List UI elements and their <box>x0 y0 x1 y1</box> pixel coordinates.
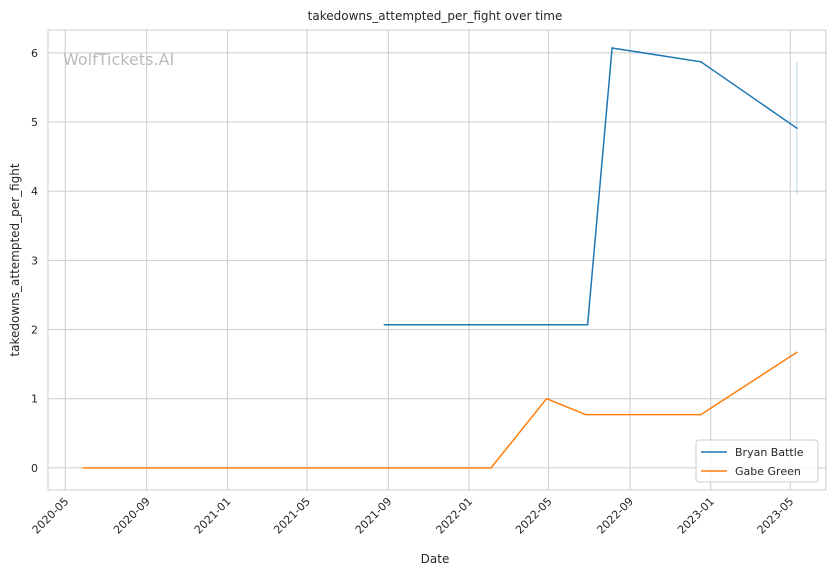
x-axis-label: Date <box>421 552 450 566</box>
x-tick-label: 2022-09 <box>594 495 636 537</box>
x-tick-label: 2022-05 <box>513 495 555 537</box>
x-tick-label: 2020-09 <box>111 495 153 537</box>
data-point-bryan-battle <box>611 47 613 49</box>
y-tick-label: 4 <box>31 185 38 198</box>
y-tick-label: 0 <box>31 462 38 475</box>
legend-label-bryan-battle: Bryan Battle <box>735 446 804 459</box>
data-point-gabe-green <box>490 467 492 469</box>
data-point-bryan-battle <box>796 127 798 130</box>
data-point-gabe-green <box>584 413 587 416</box>
x-tick-label: 2021-09 <box>353 495 395 537</box>
x-tick-label: 2023-01 <box>675 495 717 537</box>
series-line-bryan-battle <box>384 47 798 326</box>
data-point-bryan-battle <box>383 323 386 326</box>
y-tick-label: 3 <box>31 254 38 267</box>
data-point-gabe-green <box>82 467 84 469</box>
series <box>82 47 798 469</box>
legend: Bryan Battle Gabe Green <box>695 439 819 483</box>
data-point-gabe-green <box>700 413 702 416</box>
legend-label-gabe-green: Gabe Green <box>735 465 801 478</box>
x-tick-label: 2020-05 <box>30 495 72 537</box>
tick-labels: 0 1 2 3 4 5 6 2020-05 2020-09 2021-01 2021-05 2021-… <box>30 47 797 537</box>
y-tick-label: 5 <box>31 116 38 129</box>
grid <box>48 30 826 490</box>
watermark: WolfTickets.AI <box>63 50 174 69</box>
series-line-gabe-green <box>83 351 798 469</box>
data-point-gabe-green <box>796 351 798 354</box>
plot-frame <box>47 29 827 491</box>
y-tick-label: 6 <box>31 47 38 60</box>
data-point-bryan-battle <box>700 61 702 63</box>
y-axis-label: takedowns_attempted_per_fight <box>8 163 22 356</box>
chart-title: takedowns_attempted_per_fight over time <box>308 9 563 23</box>
x-tick-label: 2021-01 <box>192 495 234 537</box>
x-tick-label: 2023-05 <box>755 495 797 537</box>
data-point-bryan-battle <box>586 323 589 326</box>
x-tick-label: 2021-05 <box>271 495 313 537</box>
data-point-gabe-green <box>545 397 548 400</box>
y-tick-label: 2 <box>31 324 38 337</box>
y-tick-label: 1 <box>31 393 38 406</box>
x-tick-label: 2022-01 <box>434 495 476 537</box>
